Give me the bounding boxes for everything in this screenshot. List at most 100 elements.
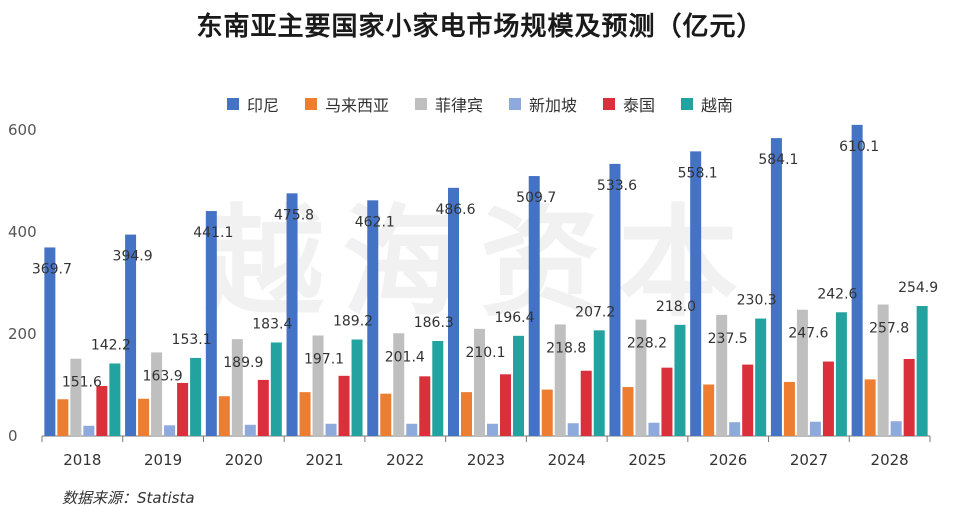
legend-label: 泰国 [623,96,656,115]
legend-label: 菲律宾 [434,96,483,115]
bar [257,379,269,436]
bar [299,392,311,436]
bar [580,370,592,436]
bar [325,423,337,436]
data-label: 462.1 [355,214,395,230]
bar [351,339,363,436]
bar [448,187,459,436]
data-label: 237.5 [708,331,748,347]
bar [244,424,256,436]
data-label: 254.9 [898,280,938,296]
bar [513,335,524,436]
x-tick-label: 2028 [871,451,909,469]
bar [822,361,834,436]
bar [742,364,754,436]
bar [770,138,782,436]
bar [690,151,702,436]
bar [338,375,350,436]
bar [419,376,431,436]
x-tick-label: 2026 [709,451,747,469]
data-label: 257.8 [869,321,909,337]
bar [916,306,928,436]
bar [218,396,230,436]
data-label: 610.1 [839,139,879,155]
bar [674,324,686,436]
data-label: 369.7 [32,261,72,277]
bar [541,389,553,436]
bar [70,358,82,436]
bar [138,398,150,436]
legend-swatch [304,98,317,110]
x-tick-label: 2020 [225,451,263,469]
data-label: 533.6 [597,178,637,194]
data-label: 218.8 [546,340,586,356]
legend-item: 印尼 [226,92,279,116]
bar [703,384,715,436]
data-label: 558.1 [678,165,718,181]
bar [890,421,902,436]
x-tick-label: 2027 [790,451,828,469]
bar [57,399,69,436]
legend-label: 马来西亚 [324,96,389,115]
legend-swatch [509,98,521,110]
y-tick-label: 600 [8,121,37,139]
data-label: 218.0 [656,299,696,315]
bar [177,382,189,436]
data-label: 247.6 [788,326,828,342]
bar [864,379,876,436]
y-tick-label: 400 [8,223,37,241]
bar [877,304,889,436]
data-label: 441.1 [193,225,233,241]
source-note: 数据来源：Statista [62,489,195,507]
data-label: 142.2 [91,337,131,353]
bar [432,340,444,436]
data-label: 230.3 [737,293,777,309]
data-label: 201.4 [385,349,425,365]
data-label: 189.2 [333,314,373,330]
bar [554,324,566,436]
y-tick-label: 200 [8,325,37,343]
bar [312,335,324,436]
bar [151,352,163,436]
data-label: 153.1 [172,332,212,348]
bar [190,357,202,436]
bar [393,333,405,436]
legend-label: 新加坡 [529,96,578,115]
bar [406,423,418,436]
bar [622,387,634,436]
bar [716,314,728,436]
x-tick-label: 2023 [467,451,505,469]
bar [205,211,217,436]
chart-title: 东南亚主要国家小家电市场规模及预测（亿元） [196,12,764,42]
x-tick-label: 2024 [548,451,586,469]
data-label: 394.9 [113,249,153,265]
bar [83,425,95,436]
data-label: 207.2 [575,304,615,320]
bar [648,422,660,436]
bar [796,309,808,436]
bar [380,393,392,436]
y-tick-label: 0 [8,427,18,445]
bar [567,423,579,436]
bar [755,318,767,436]
data-label: 163.9 [143,368,183,384]
x-tick-label: 2018 [63,451,101,469]
bar [661,367,673,436]
bar [609,163,621,436]
data-label: 210.1 [465,345,505,361]
bar [164,425,176,436]
bar [487,423,498,436]
data-label: 151.6 [62,375,102,391]
legend-item: 马来西亚 [304,92,389,116]
bar [783,381,795,436]
legend-item: 泰国 [603,92,655,116]
data-label: 197.1 [304,351,344,367]
bar [96,386,108,436]
data-label: 183.4 [252,316,292,332]
legend-swatch [603,98,616,110]
legend-swatch [226,98,239,110]
bar [528,176,540,437]
data-label: 475.8 [274,207,314,223]
bar [809,421,821,436]
